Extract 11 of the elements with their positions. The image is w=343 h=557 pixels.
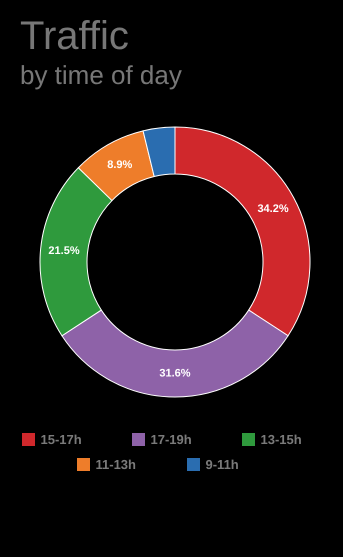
legend-label: 17-19h bbox=[150, 432, 192, 447]
legend-label: 13-15h bbox=[260, 432, 302, 447]
data-label: 8.9% bbox=[107, 159, 133, 172]
chart-subtitle: by time of day bbox=[20, 59, 183, 92]
data-label: 31.6% bbox=[159, 368, 191, 380]
legend-label: 15-17h bbox=[40, 432, 82, 447]
chart-title: Traffic bbox=[20, 14, 130, 58]
data-label: 21.5% bbox=[48, 245, 80, 258]
legend-label: 9-11h bbox=[206, 457, 239, 472]
data-label: 34.2% bbox=[257, 202, 289, 215]
legend-label: 11-13h bbox=[96, 457, 136, 472]
